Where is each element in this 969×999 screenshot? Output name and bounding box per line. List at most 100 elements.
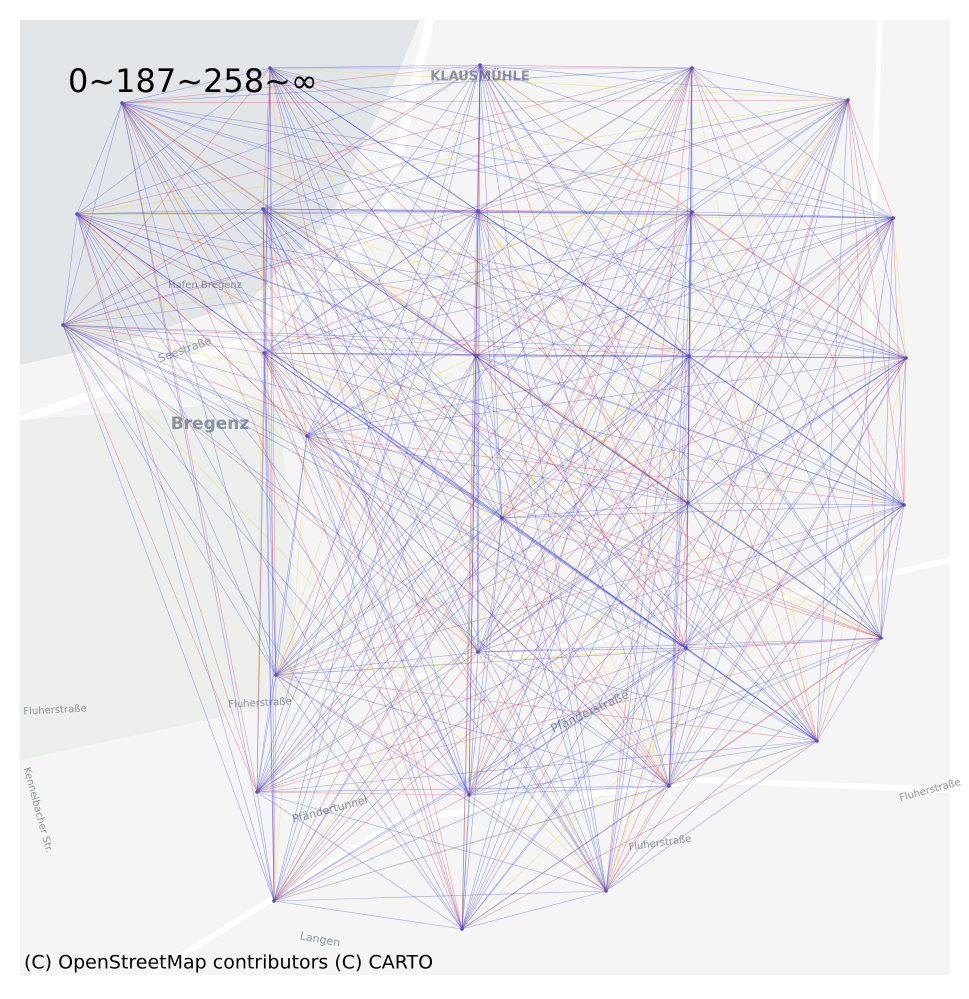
edge <box>76 211 693 215</box>
edge <box>479 64 818 742</box>
edge <box>269 67 905 506</box>
edge <box>262 208 907 359</box>
edge <box>262 208 308 437</box>
edge <box>605 217 894 892</box>
edge <box>479 64 849 101</box>
edge <box>121 102 894 219</box>
place-label: KLAUSMÜHLE <box>430 69 529 85</box>
edge <box>256 355 477 793</box>
node <box>272 899 276 903</box>
edge <box>269 67 693 213</box>
node <box>476 209 480 213</box>
edge <box>256 785 670 793</box>
edge <box>306 99 849 437</box>
edge <box>256 210 479 793</box>
edge <box>461 355 477 930</box>
edge <box>475 355 907 359</box>
edge <box>275 651 479 676</box>
edge <box>477 637 882 653</box>
edge <box>605 740 818 892</box>
edge <box>262 208 607 892</box>
edge <box>468 217 894 796</box>
edge <box>269 64 481 69</box>
edge <box>273 355 690 902</box>
edge <box>306 357 907 437</box>
edge <box>479 64 693 69</box>
edge <box>275 357 907 676</box>
edge <box>121 102 670 787</box>
node <box>879 636 883 640</box>
edge <box>687 502 818 742</box>
edge <box>477 210 894 219</box>
edge <box>263 99 849 354</box>
edge <box>62 102 123 326</box>
edge <box>62 324 479 653</box>
road <box>20 20 435 425</box>
edge <box>477 210 503 519</box>
edge <box>62 324 477 357</box>
edge <box>262 208 479 212</box>
edge <box>269 67 818 742</box>
edge <box>691 67 894 219</box>
edge <box>76 213 607 892</box>
edge <box>687 357 907 504</box>
edge <box>273 637 882 902</box>
edge <box>475 210 479 357</box>
edge <box>477 651 607 892</box>
edge <box>262 208 690 357</box>
edge <box>605 67 693 892</box>
edge <box>256 67 271 793</box>
edge <box>479 64 693 213</box>
edge <box>256 502 689 793</box>
edge <box>121 102 689 504</box>
edge <box>475 355 905 506</box>
edge <box>262 208 503 519</box>
node <box>262 351 266 355</box>
edge <box>668 637 882 787</box>
edge <box>479 64 607 892</box>
edge <box>269 67 275 902</box>
edge <box>668 357 907 787</box>
edge <box>269 67 503 519</box>
edge <box>501 502 689 519</box>
edge <box>121 102 265 354</box>
edge <box>475 355 689 504</box>
edge <box>501 357 907 519</box>
edge <box>688 355 818 742</box>
basemap <box>20 20 950 975</box>
edge <box>62 64 481 326</box>
edge <box>685 504 905 649</box>
edge <box>605 211 693 892</box>
edge <box>62 324 258 793</box>
edge <box>687 355 690 504</box>
edge <box>121 67 271 104</box>
edge <box>275 637 882 676</box>
edge <box>461 211 693 930</box>
edge <box>461 210 479 930</box>
edge <box>501 517 818 742</box>
edge <box>273 99 849 902</box>
edge <box>62 324 265 354</box>
edge <box>477 355 690 653</box>
edge <box>62 324 277 676</box>
edge <box>121 102 477 357</box>
edge <box>605 355 690 892</box>
edge <box>477 217 894 653</box>
edge <box>816 637 882 742</box>
edge <box>76 208 264 215</box>
edge <box>273 517 503 902</box>
edge <box>121 64 481 104</box>
edge <box>687 217 894 504</box>
edge <box>468 210 479 796</box>
edge <box>501 517 882 639</box>
edge <box>461 502 689 930</box>
edge <box>275 67 693 676</box>
edge <box>273 890 607 902</box>
edge <box>256 99 849 793</box>
edge <box>477 357 907 653</box>
edge <box>262 208 882 639</box>
edge <box>691 211 905 506</box>
edge <box>501 504 905 519</box>
edge <box>263 352 689 504</box>
place-label: Bregenz <box>171 414 250 434</box>
